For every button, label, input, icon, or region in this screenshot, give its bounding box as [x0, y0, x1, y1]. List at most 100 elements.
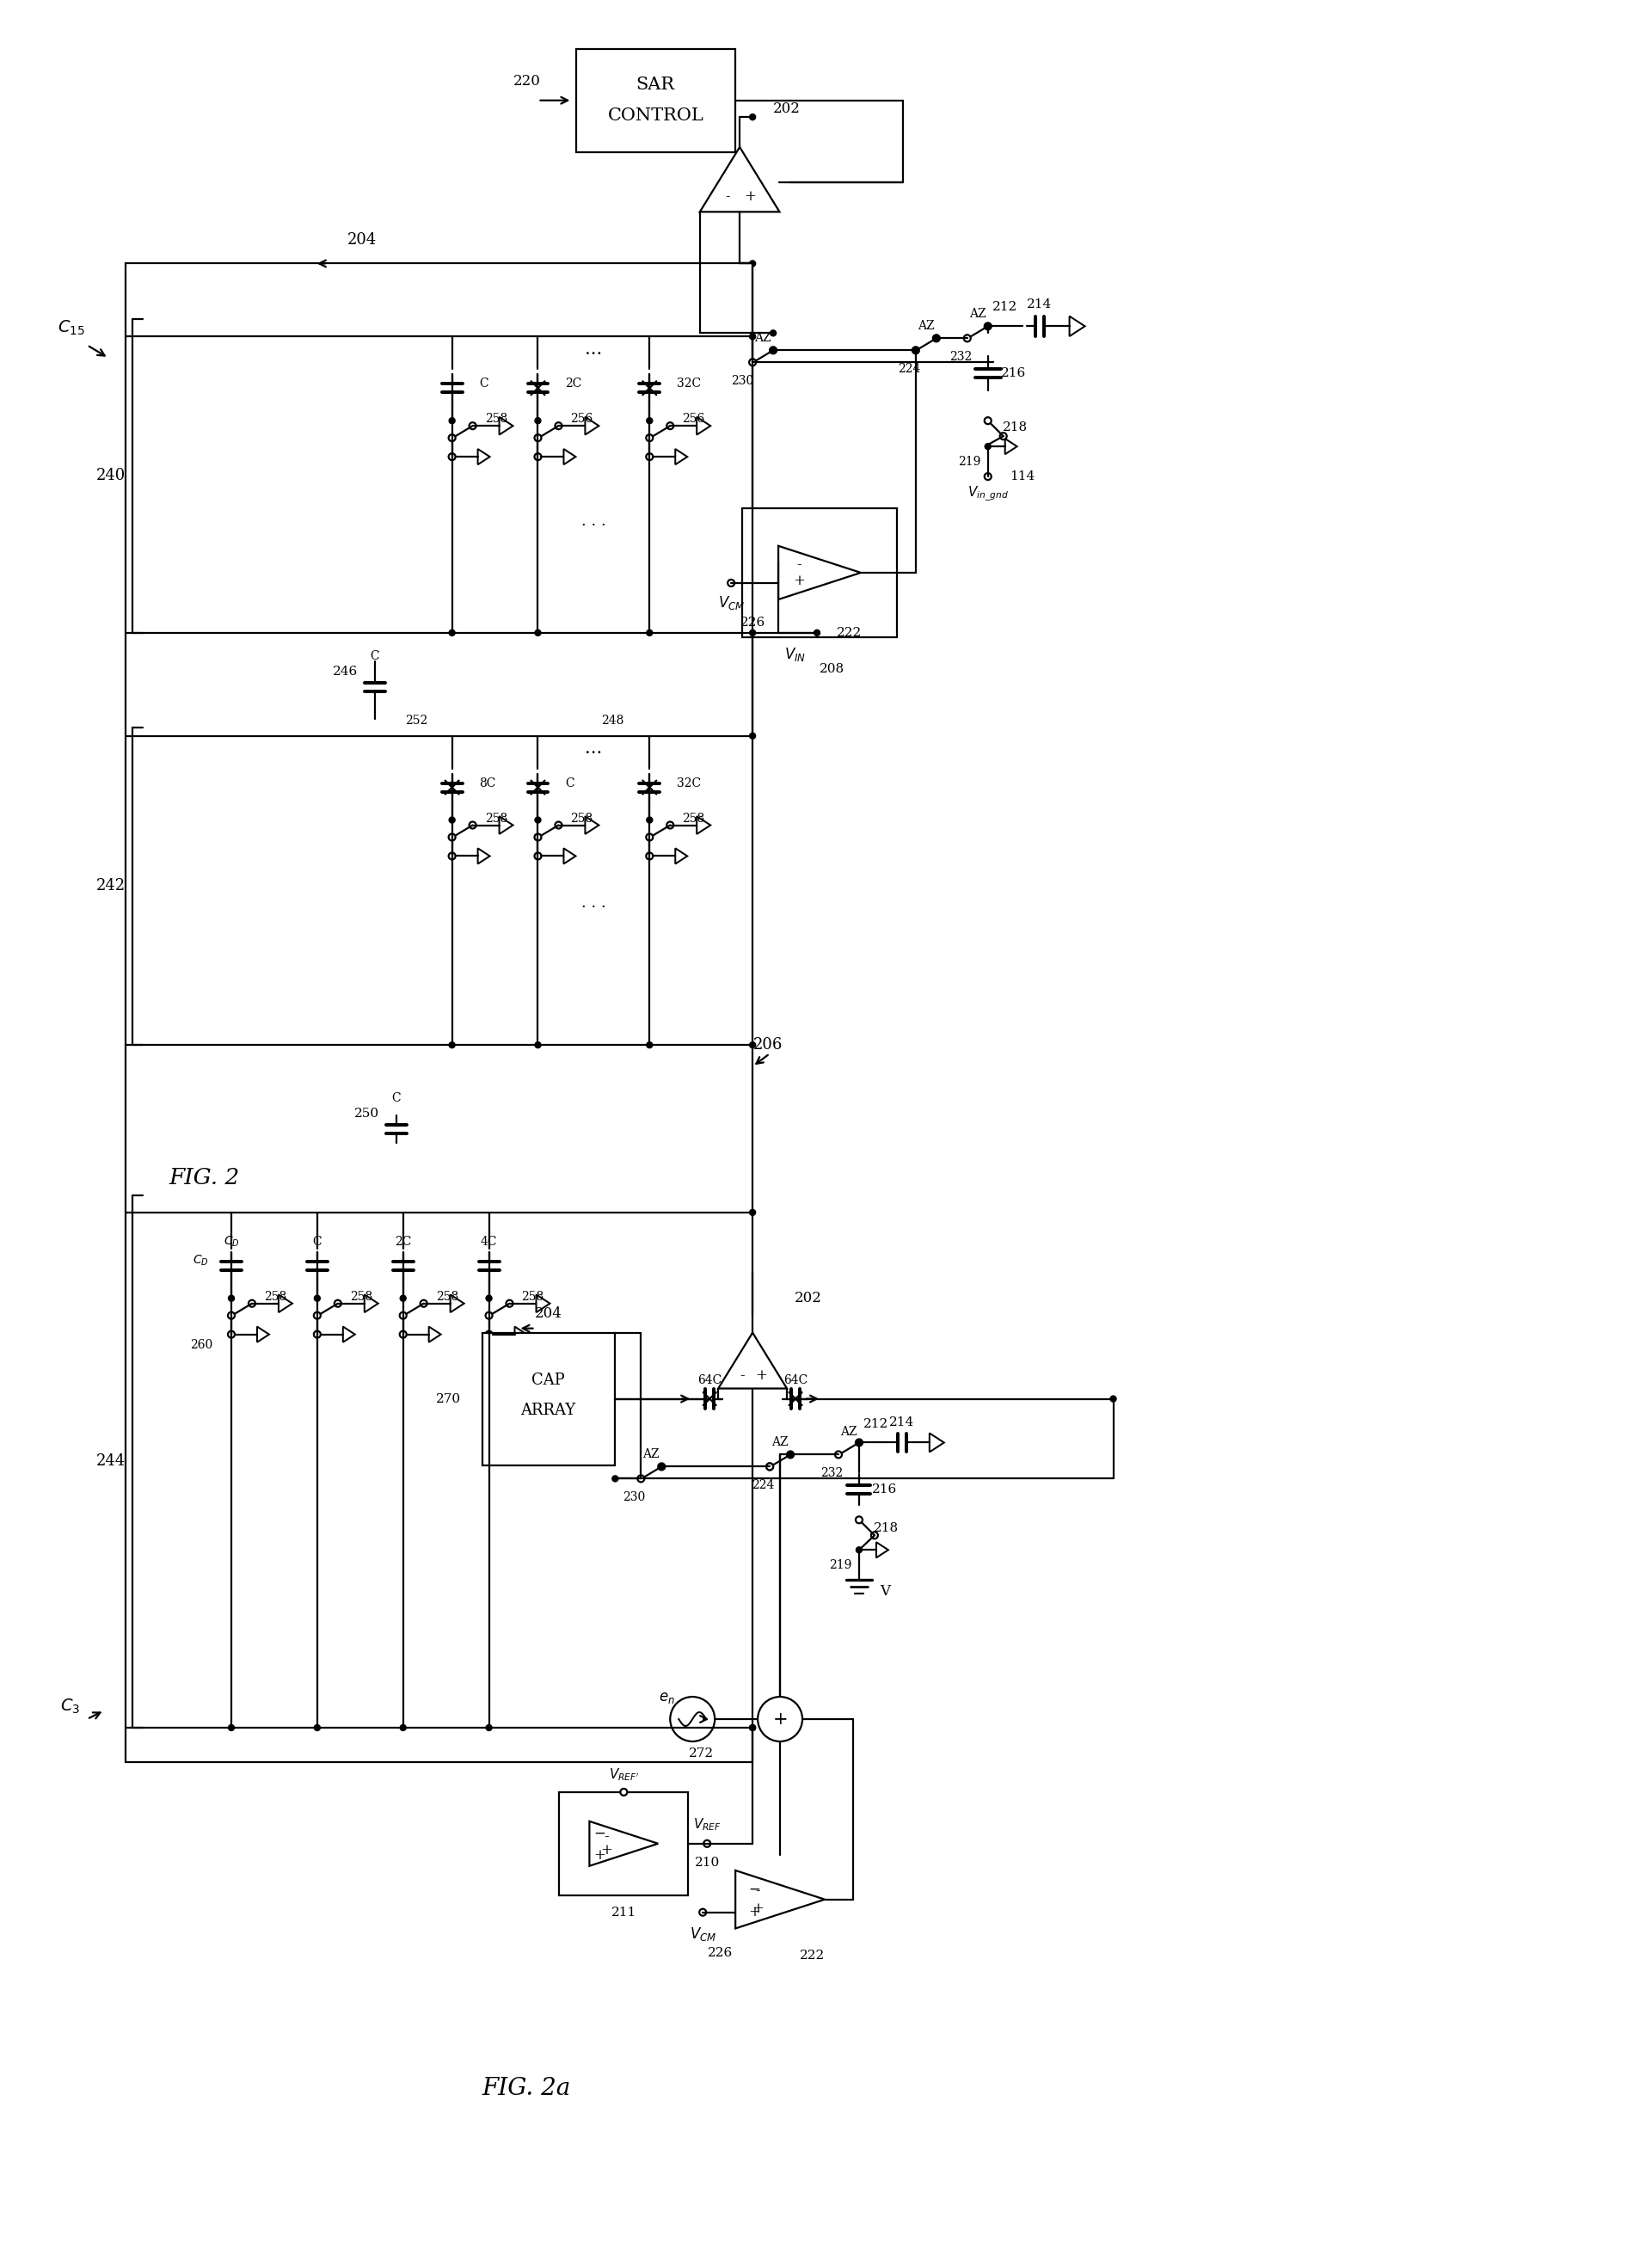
Text: 260: 260 — [190, 1339, 213, 1350]
Text: ...: ... — [585, 742, 603, 757]
Circle shape — [727, 579, 735, 586]
Circle shape — [912, 347, 919, 354]
Circle shape — [750, 629, 755, 636]
Circle shape — [748, 358, 757, 365]
Circle shape — [985, 417, 991, 424]
Text: AZ: AZ — [643, 1449, 659, 1461]
Circle shape — [750, 1210, 755, 1215]
Text: 219: 219 — [829, 1560, 851, 1571]
Circle shape — [750, 1724, 755, 1731]
Circle shape — [638, 1474, 644, 1483]
Polygon shape — [279, 1294, 292, 1312]
Polygon shape — [344, 1328, 355, 1341]
Text: -: - — [725, 189, 730, 205]
Circle shape — [856, 1546, 862, 1553]
Circle shape — [770, 329, 776, 336]
Polygon shape — [585, 417, 600, 435]
Text: FIG. 2a: FIG. 2a — [482, 2076, 572, 2101]
Text: $V_{CM}$: $V_{CM}$ — [689, 1925, 717, 1943]
Polygon shape — [563, 449, 575, 464]
Polygon shape — [1004, 440, 1018, 455]
Text: $V_{CM}$: $V_{CM}$ — [717, 595, 745, 611]
Polygon shape — [499, 417, 514, 435]
Circle shape — [449, 834, 456, 841]
Circle shape — [767, 1463, 773, 1470]
Circle shape — [449, 852, 456, 859]
Text: 208: 208 — [819, 663, 844, 674]
Circle shape — [750, 115, 755, 119]
Text: C: C — [479, 379, 489, 390]
Text: 218: 218 — [874, 1521, 899, 1535]
Circle shape — [314, 1312, 320, 1319]
Text: 240: 240 — [96, 469, 126, 482]
Polygon shape — [1069, 316, 1085, 336]
Text: $V_{in\_gnd}$: $V_{in\_gnd}$ — [968, 485, 1008, 503]
Circle shape — [856, 1438, 862, 1447]
Text: 230: 230 — [623, 1492, 646, 1503]
Circle shape — [657, 1463, 666, 1470]
Text: 222: 222 — [800, 1950, 826, 1961]
Text: CAP: CAP — [532, 1373, 565, 1388]
Circle shape — [248, 1301, 256, 1307]
Text: $V_{REF'}$: $V_{REF'}$ — [608, 1767, 639, 1783]
Circle shape — [535, 852, 542, 859]
Text: 256: 256 — [682, 412, 705, 426]
Text: 212: 212 — [864, 1418, 889, 1429]
Circle shape — [767, 1463, 773, 1470]
Polygon shape — [430, 1328, 441, 1341]
Circle shape — [535, 834, 542, 841]
Bar — [560, 1792, 689, 1896]
Text: 258: 258 — [682, 811, 705, 825]
Circle shape — [535, 435, 542, 442]
Text: 258: 258 — [264, 1292, 286, 1303]
Polygon shape — [590, 1821, 657, 1866]
Circle shape — [671, 1697, 715, 1742]
Polygon shape — [876, 1542, 889, 1558]
Text: +: + — [755, 1368, 767, 1384]
Text: C: C — [370, 649, 380, 663]
Text: 256: 256 — [570, 412, 593, 426]
Polygon shape — [365, 1294, 378, 1312]
Circle shape — [646, 852, 653, 859]
Circle shape — [758, 1697, 803, 1742]
Bar — [482, 1332, 615, 1465]
Polygon shape — [515, 1328, 527, 1341]
Text: 232: 232 — [950, 352, 971, 363]
Text: 220: 220 — [514, 74, 540, 88]
Circle shape — [400, 1296, 406, 1301]
Polygon shape — [676, 848, 687, 863]
Text: 230: 230 — [730, 374, 753, 388]
Circle shape — [228, 1330, 235, 1339]
Text: 270: 270 — [436, 1393, 461, 1404]
Polygon shape — [563, 848, 575, 863]
Polygon shape — [477, 848, 489, 863]
Circle shape — [469, 421, 476, 428]
Text: 226: 226 — [707, 1947, 732, 1959]
Circle shape — [856, 1517, 862, 1524]
Text: +: + — [793, 573, 805, 588]
Circle shape — [555, 823, 562, 829]
Text: +: + — [752, 1900, 763, 1916]
Circle shape — [667, 421, 674, 428]
Text: 250: 250 — [354, 1107, 378, 1120]
Circle shape — [985, 322, 991, 329]
Circle shape — [667, 823, 674, 829]
Circle shape — [750, 261, 755, 266]
Circle shape — [985, 322, 991, 329]
Circle shape — [933, 336, 940, 343]
Circle shape — [420, 1301, 428, 1307]
Circle shape — [314, 1330, 320, 1339]
Text: V: V — [879, 1585, 890, 1598]
Text: · · ·: · · · — [582, 518, 606, 534]
Circle shape — [770, 347, 776, 354]
Bar — [577, 50, 735, 151]
Circle shape — [750, 733, 755, 739]
Text: 64C: 64C — [697, 1375, 722, 1386]
Text: 2C: 2C — [565, 379, 582, 390]
Text: C: C — [312, 1235, 322, 1249]
Polygon shape — [451, 1294, 464, 1312]
Circle shape — [314, 1296, 320, 1301]
Text: 222: 222 — [838, 627, 862, 638]
Polygon shape — [697, 417, 710, 435]
Text: 252: 252 — [405, 715, 428, 726]
